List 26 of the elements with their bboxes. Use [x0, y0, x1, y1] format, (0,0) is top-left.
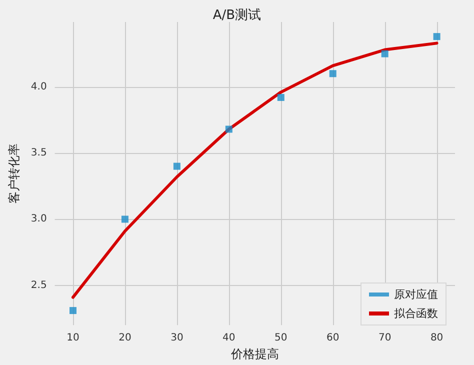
y-tick-label: 2.5: [30, 280, 47, 291]
point: [329, 70, 336, 78]
y-tick-label: 4.0: [30, 81, 47, 92]
point: [433, 33, 440, 40]
chart-title: A/B测试: [212, 8, 262, 23]
x-tick-label: 80: [430, 332, 444, 344]
y-tick-label: 3.5: [30, 148, 47, 159]
point: [277, 94, 284, 101]
x-tick-label: 50: [274, 332, 288, 344]
x-tick-label: 30: [170, 332, 184, 344]
y-tick-label: 3.0: [30, 214, 47, 225]
x-axis-title: 价格提高: [230, 347, 279, 361]
y-axis-title: 客户转化率: [7, 144, 21, 204]
x-tick-label: 40: [222, 332, 236, 344]
x-tick-label: 10: [66, 332, 80, 344]
point: [173, 162, 180, 170]
point: [225, 126, 232, 133]
legend-label: 原对应值: [394, 288, 438, 301]
legend-label: 拟合函数: [394, 307, 438, 320]
x-tick-label: 60: [326, 332, 340, 344]
point: [381, 50, 388, 58]
line-series: [71, 42, 438, 299]
point: [121, 216, 128, 223]
x-tick-label: 70: [378, 332, 392, 344]
x-tick-label: 20: [118, 332, 132, 344]
point: [69, 307, 76, 314]
